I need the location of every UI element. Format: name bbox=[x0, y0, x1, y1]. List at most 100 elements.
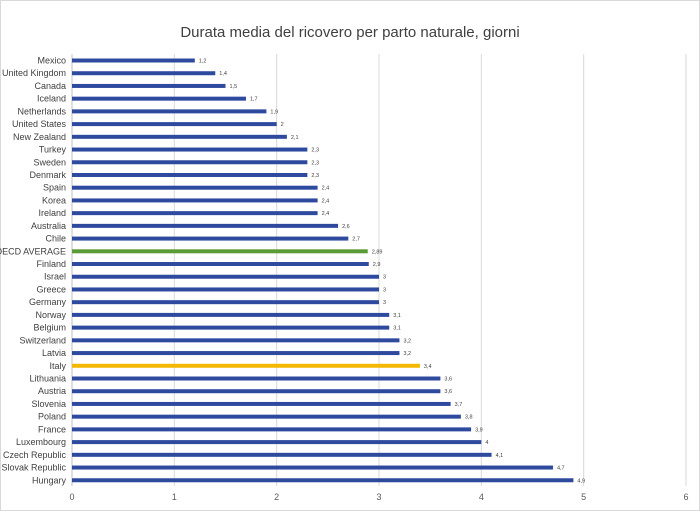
x-tick-label-3: 3 bbox=[376, 492, 381, 502]
data-label-sweden: 2,3 bbox=[311, 160, 319, 166]
data-label-poland: 3,8 bbox=[465, 415, 473, 421]
data-label-mexico: 1,2 bbox=[199, 59, 207, 65]
data-label-korea: 2,4 bbox=[322, 198, 330, 204]
data-label-israel: 3 bbox=[383, 275, 386, 281]
category-label-new-zealand: New Zealand bbox=[13, 132, 66, 142]
bar-latvia bbox=[72, 351, 400, 356]
bar-norway bbox=[72, 312, 390, 317]
data-label-iceland: 1,7 bbox=[250, 97, 258, 103]
data-label-luxembourg: 4 bbox=[485, 440, 488, 446]
data-label-denmark: 2,3 bbox=[311, 173, 319, 179]
data-label-chile: 2,7 bbox=[352, 237, 360, 243]
category-label-switzerland: Switzerland bbox=[19, 335, 66, 345]
bar-ireland bbox=[72, 211, 318, 216]
data-label-lithuania: 3,6 bbox=[444, 377, 452, 383]
bar-new-zealand bbox=[72, 134, 287, 139]
bar-united-states bbox=[72, 122, 277, 127]
category-label-luxembourg: Luxembourg bbox=[16, 437, 66, 447]
bar-iceland bbox=[72, 96, 246, 101]
category-label-lithuania: Lithuania bbox=[29, 374, 66, 384]
bar-lithuania bbox=[72, 376, 441, 381]
data-label-oecd-average: 2,89 bbox=[372, 249, 383, 255]
bar-turkey bbox=[72, 147, 308, 152]
category-label-israel: Israel bbox=[44, 272, 66, 282]
category-label-united-states: United States bbox=[12, 119, 67, 129]
bar-switzerland bbox=[72, 338, 400, 343]
bar-germany bbox=[72, 300, 379, 305]
data-label-united-states: 2 bbox=[281, 122, 284, 128]
category-label-oecd-average: OECD AVERAGE bbox=[0, 246, 66, 256]
data-label-italy: 3,4 bbox=[424, 364, 432, 370]
category-label-mexico: Mexico bbox=[37, 56, 66, 66]
data-label-switzerland: 3,2 bbox=[403, 338, 411, 344]
bar-poland bbox=[72, 414, 461, 419]
bar-greece bbox=[72, 287, 379, 292]
data-label-norway: 3,1 bbox=[393, 313, 401, 319]
category-label-austria: Austria bbox=[38, 386, 66, 396]
bar-spain bbox=[72, 185, 318, 190]
data-label-belgium: 3,1 bbox=[393, 326, 401, 332]
data-labels: 1,2 1,4 1,5 1,7 1,9 2 2,1 2,3 2,3 2,3 2,4 2,4 2,4 2,6… bbox=[199, 59, 585, 485]
category-label-belgium: Belgium bbox=[33, 323, 66, 333]
x-tick-label-0: 0 bbox=[69, 492, 74, 502]
category-labels: Mexico United Kingdom Canada Iceland Netherl… bbox=[0, 56, 66, 486]
category-label-greece: Greece bbox=[36, 284, 66, 294]
category-label-norway: Norway bbox=[35, 310, 66, 320]
data-label-australia: 2,6 bbox=[342, 224, 350, 230]
bar-belgium bbox=[72, 325, 390, 330]
category-label-slovak-republic: Slovak Republic bbox=[1, 463, 66, 473]
bar-oecd-average bbox=[72, 249, 368, 254]
bar-canada bbox=[72, 83, 226, 88]
data-label-netherlands: 1,9 bbox=[270, 109, 278, 115]
category-label-netherlands: Netherlands bbox=[17, 106, 66, 116]
data-label-slovak-republic: 4,7 bbox=[557, 466, 565, 472]
x-tick-label-6: 6 bbox=[683, 492, 688, 502]
bar-chile bbox=[72, 236, 349, 241]
bar-mexico bbox=[72, 58, 195, 63]
category-label-denmark: Denmark bbox=[29, 170, 66, 180]
category-label-italy: Italy bbox=[49, 361, 66, 371]
x-tick-label-4: 4 bbox=[479, 492, 484, 502]
x-tick-label-2: 2 bbox=[274, 492, 279, 502]
data-label-united-kingdom: 1,4 bbox=[219, 71, 227, 77]
bar-italy bbox=[72, 363, 420, 368]
data-label-slovenia: 3,7 bbox=[455, 402, 463, 408]
category-label-canada: Canada bbox=[34, 81, 66, 91]
bar-luxembourg bbox=[72, 440, 482, 445]
bar-france bbox=[72, 427, 472, 432]
data-label-turkey: 2,3 bbox=[311, 148, 319, 154]
category-label-latvia: Latvia bbox=[42, 348, 66, 358]
category-label-germany: Germany bbox=[29, 297, 67, 307]
bar-korea bbox=[72, 198, 318, 203]
category-label-slovenia: Slovenia bbox=[31, 399, 66, 409]
bar-denmark bbox=[72, 172, 308, 177]
bars bbox=[72, 58, 574, 483]
chart-title: Durata media del ricovero per parto natu… bbox=[180, 24, 520, 41]
bar-united-kingdom bbox=[72, 71, 216, 76]
bar-australia bbox=[72, 223, 339, 228]
data-label-czech-republic: 4,1 bbox=[496, 453, 504, 459]
category-label-ireland: Ireland bbox=[38, 208, 66, 218]
data-label-finland: 2,9 bbox=[373, 262, 381, 268]
data-label-canada: 1,5 bbox=[230, 84, 238, 90]
data-label-france: 3,9 bbox=[475, 427, 483, 433]
category-label-united-kingdom: United Kingdom bbox=[2, 68, 66, 78]
category-label-korea: Korea bbox=[42, 195, 66, 205]
data-label-hungary: 4,9 bbox=[577, 478, 585, 484]
bar-netherlands bbox=[72, 109, 267, 114]
x-tick-label-5: 5 bbox=[581, 492, 586, 502]
category-label-spain: Spain bbox=[43, 183, 66, 193]
category-label-france: France bbox=[38, 424, 66, 434]
category-label-turkey: Turkey bbox=[39, 145, 67, 155]
gridlines bbox=[71, 54, 687, 486]
bar-sweden bbox=[72, 160, 308, 165]
data-label-latvia: 3,2 bbox=[403, 351, 411, 357]
category-label-hungary: Hungary bbox=[32, 475, 67, 485]
bar-hungary bbox=[72, 478, 574, 483]
bar-czech-republic bbox=[72, 452, 492, 457]
category-label-chile: Chile bbox=[45, 234, 66, 244]
data-label-greece: 3 bbox=[383, 287, 386, 293]
bar-slovak-republic bbox=[72, 465, 553, 470]
data-label-germany: 3 bbox=[383, 300, 386, 306]
category-label-sweden: Sweden bbox=[33, 157, 66, 167]
